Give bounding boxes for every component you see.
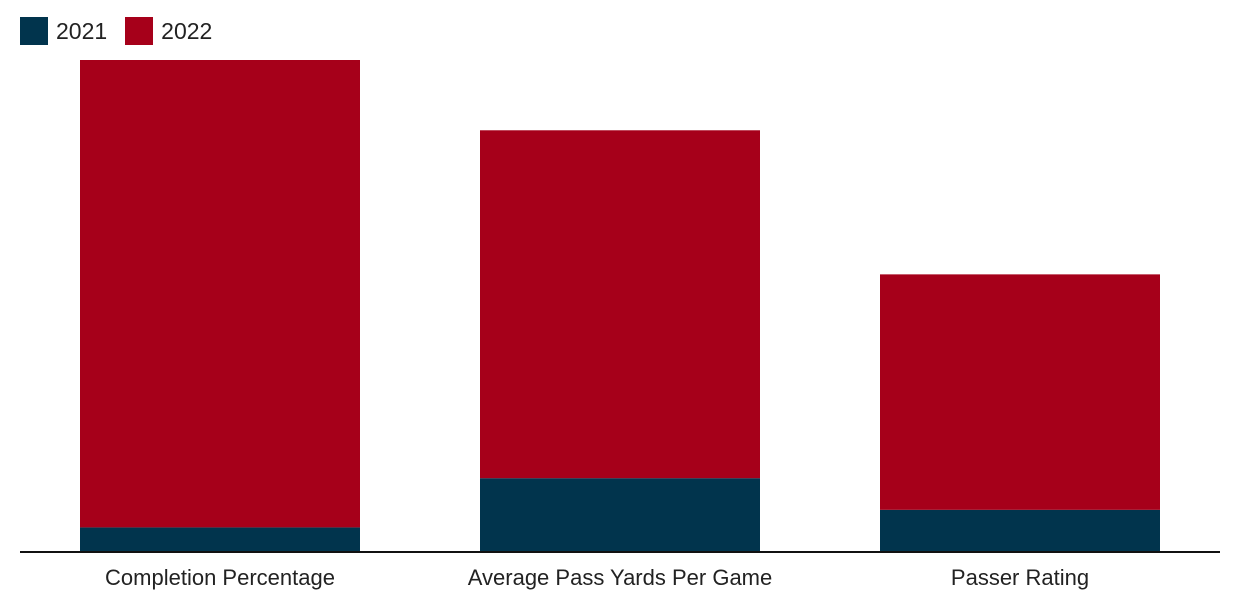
bar-2022-average-pass-yards-per-game — [480, 130, 760, 479]
legend-swatch-2022 — [125, 17, 154, 45]
bar-2021-completion-percentage — [80, 527, 360, 552]
legend-label-2022: 2022 — [161, 18, 213, 44]
x-tick-label: Average Pass Yards Per Game — [468, 565, 773, 590]
x-tick-label: Passer Rating — [951, 565, 1089, 590]
bar-2022-passer-rating — [880, 274, 1160, 510]
legend-swatch-2021 — [20, 17, 48, 45]
legend-label-2021: 2021 — [56, 18, 108, 44]
bar-2021-average-pass-yards-per-game — [480, 478, 760, 552]
legend-item-2021: 2021 — [20, 17, 107, 45]
bar-2021-passer-rating — [880, 509, 1160, 552]
legend-item-2022: 2022 — [125, 17, 212, 45]
bar-2022-completion-percentage — [80, 60, 360, 528]
chart-legend: 2021 2022 — [20, 17, 230, 45]
x-tick-label: Completion Percentage — [105, 565, 335, 590]
